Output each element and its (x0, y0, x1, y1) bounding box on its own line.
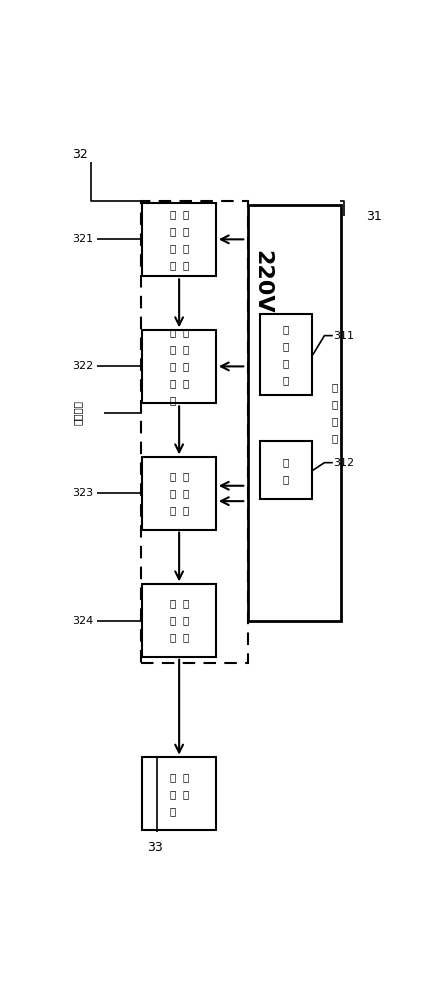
Bar (247, 205, 341, 620)
Text: 31: 31 (366, 210, 381, 223)
Text: 据: 据 (169, 488, 175, 498)
Text: 电: 电 (282, 474, 289, 484)
Bar (142, 757, 215, 830)
Text: 模: 模 (331, 416, 337, 426)
Text: 号: 号 (169, 226, 175, 236)
Text: 模: 模 (182, 243, 188, 253)
Bar (142, 584, 215, 657)
Text: 33: 33 (147, 841, 163, 854)
Text: 模: 模 (182, 361, 188, 371)
Text: 集: 集 (169, 260, 175, 270)
Text: 323: 323 (72, 488, 93, 498)
Text: 采: 采 (169, 243, 175, 253)
Text: 号: 号 (169, 344, 175, 354)
Text: 处: 处 (169, 361, 175, 371)
Text: 软: 软 (182, 615, 188, 626)
Text: 接: 接 (169, 806, 175, 816)
Text: 源: 源 (282, 375, 289, 385)
Bar (260, 441, 311, 499)
Text: 传: 传 (169, 505, 175, 515)
Text: 312: 312 (332, 458, 353, 468)
Text: 地: 地 (169, 772, 175, 782)
Text: 块: 块 (182, 378, 188, 388)
Text: 输: 输 (182, 472, 188, 482)
Text: 制: 制 (182, 344, 188, 354)
Text: 储: 储 (182, 226, 188, 236)
Text: 块: 块 (182, 260, 188, 270)
Text: 控: 控 (182, 328, 188, 338)
Text: 321: 321 (72, 234, 93, 244)
Text: 块: 块 (331, 433, 337, 443)
Text: 主控模块: 主控模块 (72, 400, 82, 425)
Text: 数: 数 (169, 472, 175, 482)
Text: 理: 理 (182, 599, 188, 609)
Text: 处: 处 (169, 632, 175, 642)
Text: 与: 与 (169, 395, 175, 405)
Text: 收: 收 (182, 772, 188, 782)
Text: 电: 电 (331, 382, 337, 392)
Text: 机: 机 (182, 789, 188, 799)
Text: 稳: 稳 (282, 324, 289, 334)
Bar (142, 203, 215, 276)
Text: 面: 面 (169, 789, 175, 799)
Text: 电: 电 (282, 358, 289, 368)
Text: 存: 存 (182, 209, 188, 219)
Text: 32: 32 (72, 148, 88, 161)
Text: 蓄: 蓄 (282, 457, 289, 467)
Text: 件: 件 (182, 632, 188, 642)
Bar (260, 314, 311, 395)
Text: 据: 据 (169, 615, 175, 626)
Text: 模: 模 (182, 488, 188, 498)
Text: 311: 311 (332, 331, 353, 341)
Bar (142, 330, 215, 403)
Text: 信: 信 (169, 328, 175, 338)
Text: 数: 数 (169, 599, 175, 609)
Bar (142, 457, 215, 530)
Text: 324: 324 (72, 615, 93, 626)
Text: 源: 源 (331, 399, 337, 409)
Text: 322: 322 (72, 361, 93, 371)
Text: 压: 压 (282, 341, 289, 351)
Text: 块: 块 (182, 505, 188, 515)
Bar (140, 201, 247, 663)
Text: 理: 理 (169, 378, 175, 388)
Text: 220V: 220V (252, 250, 272, 314)
Text: 信: 信 (169, 209, 175, 219)
